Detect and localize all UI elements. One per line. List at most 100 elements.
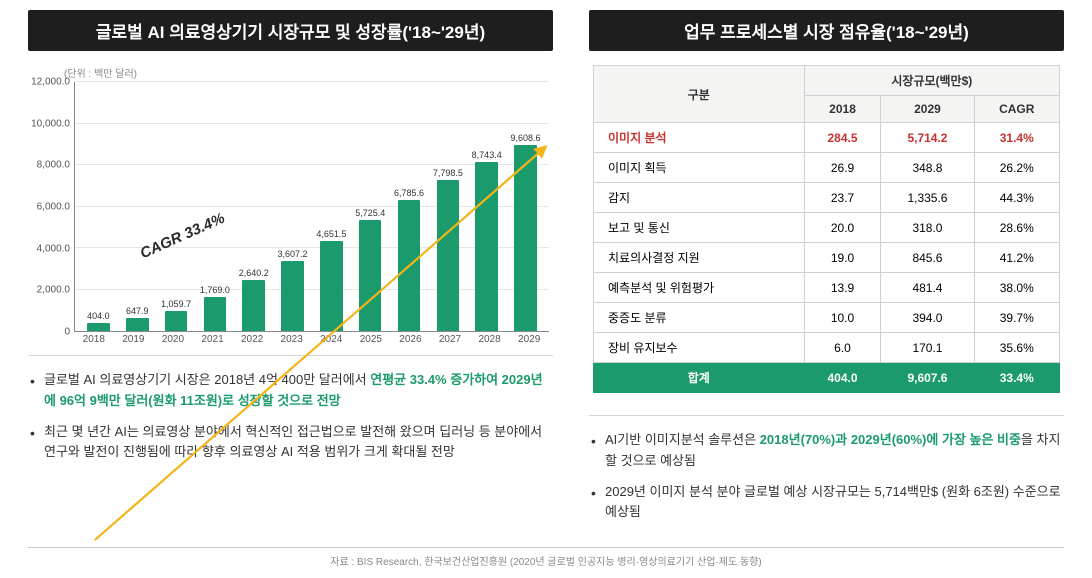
table-cell: 감지	[594, 183, 805, 213]
x-tick: 2027	[430, 334, 470, 345]
x-tick: 2025	[351, 334, 391, 345]
y-tick: 6,000.0	[37, 202, 70, 213]
table-row: 예측분석 및 위험평가13.9481.438.0%	[594, 273, 1060, 303]
bullet-item: 2029년 이미지 분석 분야 글로벌 예상 시장규모는 5,714백만$ (원…	[589, 482, 1064, 524]
bar-value-label: 4,651.5	[316, 229, 346, 239]
table-col-header: CAGR	[974, 96, 1059, 123]
table-row: 보고 및 통신20.0318.028.6%	[594, 213, 1060, 243]
bar-rect	[126, 318, 149, 331]
table-cell: 38.0%	[974, 273, 1059, 303]
source-citation: 자료 : BIS Research, 한국보건산업진흥원 (2020년 글로벌 …	[28, 547, 1064, 568]
table-cell: 19.0	[804, 243, 881, 273]
table-row: 장비 유지보수6.0170.135.6%	[594, 333, 1060, 363]
bar-rect	[204, 297, 227, 331]
table-cell: 20.0	[804, 213, 881, 243]
bar-rect	[165, 311, 188, 331]
table-cell: 845.6	[881, 243, 974, 273]
bar-value-label: 647.9	[126, 306, 149, 316]
bar-rect	[514, 145, 537, 331]
table-header-group: 시장규모(백만$)	[804, 66, 1059, 96]
bar-value-label: 5,725.4	[355, 208, 385, 218]
y-tick: 8,000.0	[37, 160, 70, 171]
table-row: 이미지 분석284.55,714.231.4%	[594, 123, 1060, 153]
bar-col: 3,607.2	[273, 249, 312, 331]
table-col-header: 2029	[881, 96, 974, 123]
table-cell: 예측분석 및 위험평가	[594, 273, 805, 303]
table-cell: 41.2%	[974, 243, 1059, 273]
table-cell: 39.7%	[974, 303, 1059, 333]
right-title: 업무 프로세스별 시장 점유율('18~'29년)	[589, 10, 1064, 51]
y-tick: 12,000.0	[31, 77, 70, 88]
table-cell: 5,714.2	[881, 123, 974, 153]
bar-value-label: 404.0	[87, 311, 110, 321]
bar-rect	[242, 280, 265, 331]
bar-col: 404.0	[79, 311, 118, 331]
x-tick: 2028	[470, 334, 510, 345]
x-tick: 2023	[272, 334, 312, 345]
table-cell: 481.4	[881, 273, 974, 303]
bar-value-label: 1,769.0	[200, 285, 230, 295]
bar-value-label: 6,785.6	[394, 188, 424, 198]
bar-value-label: 3,607.2	[278, 249, 308, 259]
y-axis: 02,000.04,000.06,000.08,000.010,000.012,…	[32, 82, 74, 332]
left-bullets: 글로벌 AI 의료영상기기 시장은 2018년 4억 400만 달러에서 연평균…	[28, 355, 553, 473]
market-share-table-wrap: 구분 시장규모(백만$) 20182029CAGR 이미지 분석284.55,7…	[589, 61, 1064, 393]
table-cell: 35.6%	[974, 333, 1059, 363]
table-cell: 318.0	[881, 213, 974, 243]
x-tick: 2026	[391, 334, 431, 345]
y-tick: 4,000.0	[37, 243, 70, 254]
right-bullets: AI기반 이미지분석 솔루션은 2018년(70%)과 2029년(60%)에 …	[589, 415, 1064, 533]
table-cell: 치료의사결정 지원	[594, 243, 805, 273]
table-cell: 보고 및 통신	[594, 213, 805, 243]
bar-rect	[281, 261, 304, 331]
table-cell: 1,335.6	[881, 183, 974, 213]
market-share-table: 구분 시장규모(백만$) 20182029CAGR 이미지 분석284.55,7…	[593, 65, 1060, 393]
chart-unit-label: (단위 : 백만 달러)	[64, 65, 549, 80]
table-cell: 6.0	[804, 333, 881, 363]
bar-rect	[320, 241, 343, 331]
bar-col: 1,769.0	[195, 285, 234, 331]
table-row: 감지23.71,335.644.3%	[594, 183, 1060, 213]
table-row: 치료의사결정 지원19.0845.641.2%	[594, 243, 1060, 273]
table-col-header: 2018	[804, 96, 881, 123]
y-tick: 10,000.0	[31, 118, 70, 129]
market-bar-chart: (단위 : 백만 달러) 02,000.04,000.06,000.08,000…	[28, 61, 553, 341]
x-tick: 2021	[193, 334, 233, 345]
left-title: 글로벌 AI 의료영상기기 시장규모 및 성장률('18~'29년)	[28, 10, 553, 51]
x-tick: 2020	[153, 334, 193, 345]
x-tick: 2029	[509, 334, 549, 345]
bar-value-label: 8,743.4	[472, 150, 502, 160]
table-cell: 10.0	[804, 303, 881, 333]
table-cell: 44.3%	[974, 183, 1059, 213]
table-cell: 장비 유지보수	[594, 333, 805, 363]
table-cell: 31.4%	[974, 123, 1059, 153]
bullet-item: AI기반 이미지분석 솔루션은 2018년(70%)과 2029년(60%)에 …	[589, 430, 1064, 472]
table-cell: 28.6%	[974, 213, 1059, 243]
bullet-item: 글로벌 AI 의료영상기기 시장은 2018년 4억 400만 달러에서 연평균…	[28, 370, 553, 412]
table-cell: 이미지 분석	[594, 123, 805, 153]
chart-plot: 404.0647.91,059.71,769.02,640.23,607.24,…	[74, 82, 549, 332]
table-cell: 170.1	[881, 333, 974, 363]
table-col-category: 구분	[594, 66, 805, 123]
x-tick: 2018	[74, 334, 114, 345]
table-row: 중증도 분류10.0394.039.7%	[594, 303, 1060, 333]
bar-col: 647.9	[118, 306, 157, 331]
table-cell: 26.9	[804, 153, 881, 183]
bullet-item: 최근 몇 년간 AI는 의료영상 분야에서 혁신적인 접근법으로 발전해 왔으며…	[28, 422, 553, 464]
bar-col: 9,608.6	[506, 133, 545, 331]
table-cell: 중증도 분류	[594, 303, 805, 333]
table-cell: 394.0	[881, 303, 974, 333]
table-cell: 23.7	[804, 183, 881, 213]
bar-value-label: 2,640.2	[239, 268, 269, 278]
y-tick: 0	[64, 327, 70, 338]
table-total-cell: 9,607.6	[881, 363, 974, 393]
bar-col: 5,725.4	[351, 208, 390, 331]
bar-col: 8,743.4	[467, 150, 506, 331]
x-axis-labels: 2018201920202021202220232024202520262027…	[32, 334, 549, 345]
left-column: 글로벌 AI 의료영상기기 시장규모 및 성장률('18~'29년) (단위 :…	[28, 10, 553, 539]
x-tick: 2024	[311, 334, 351, 345]
bar-rect	[398, 200, 421, 331]
x-tick: 2019	[114, 334, 154, 345]
bar-rect	[87, 323, 110, 331]
right-column: 업무 프로세스별 시장 점유율('18~'29년) 구분 시장규모(백만$) 2…	[589, 10, 1064, 539]
